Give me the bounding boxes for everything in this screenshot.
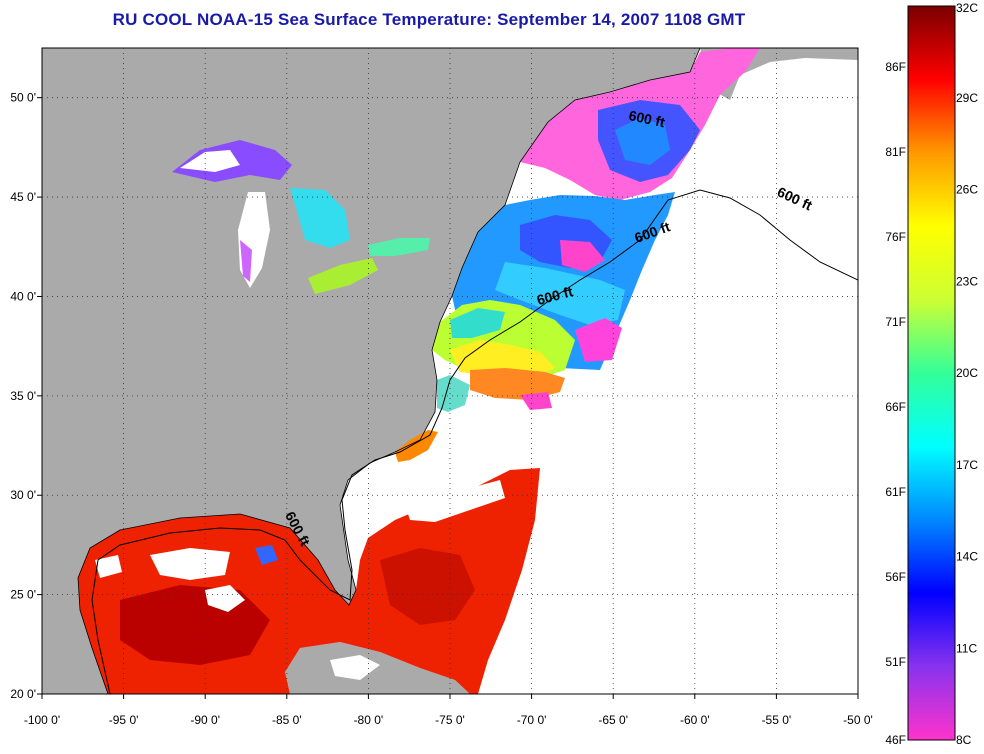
colorbar-celsius-label: 20C xyxy=(956,366,978,380)
lake-erie xyxy=(308,258,378,294)
colorbar-celsius-labels: 32C 29C 26C 23C 20C 17C 14C 11C 8C xyxy=(956,1,978,747)
lat-tick-label: 25 0' xyxy=(10,588,36,602)
lon-tick-label: -95 0' xyxy=(109,713,139,727)
lat-tick-label: 50 0' xyxy=(10,91,36,105)
colorbar-fahrenheit-label: 56F xyxy=(885,570,906,584)
gulf-cloud-2 xyxy=(205,585,245,612)
carolina-teal xyxy=(437,375,470,412)
colorbar-celsius-label: 11C xyxy=(956,641,977,655)
gulf-cloud-1 xyxy=(150,548,230,580)
lake-huron xyxy=(290,188,350,248)
colorbar-fahrenheit-label: 76F xyxy=(885,230,906,244)
lake-superior-warm xyxy=(180,150,240,172)
florida-blue-patch xyxy=(255,545,278,565)
map-title: RU COOL NOAA-15 Sea Surface Temperature:… xyxy=(112,10,746,29)
gulf-st-lawrence-cool xyxy=(615,118,670,165)
lon-tick-label: -100 0' xyxy=(24,713,60,727)
colorbar-celsius-label: 14C xyxy=(956,550,978,564)
gulf-cloud-3 xyxy=(95,555,122,578)
cuba-land xyxy=(285,642,470,694)
depth-contour-600ft xyxy=(91,189,858,694)
mid-atlantic-teal xyxy=(450,308,505,338)
offshore-magenta xyxy=(520,392,552,410)
colorbar-fahrenheit-label: 51F xyxy=(885,655,906,669)
gulf-dark-red-2 xyxy=(380,548,475,625)
lat-tick-label: 40 0' xyxy=(10,289,36,303)
gulf-cloud-4 xyxy=(405,480,505,522)
coastline xyxy=(77,48,701,694)
lon-tick-label: -50 0' xyxy=(843,713,873,727)
colorbar-celsius-label: 26C xyxy=(956,183,978,197)
colorbar-gradient xyxy=(907,5,956,741)
shelf-magenta xyxy=(575,318,622,362)
lon-tick-label: -75 0' xyxy=(435,713,465,727)
contour-label: 600 ft xyxy=(627,107,666,130)
lake-ontario xyxy=(368,238,430,256)
colorbar-celsius-label: 17C xyxy=(956,458,978,472)
southeast-shelf xyxy=(395,430,438,462)
lat-tick-label: 45 0' xyxy=(10,190,36,204)
lon-tick-label: -55 0' xyxy=(762,713,792,727)
lat-tick-label: 35 0' xyxy=(10,389,36,403)
land-mass xyxy=(42,48,700,694)
gulf-stream-edge xyxy=(470,368,565,400)
colorbar-fahrenheit-label: 86F xyxy=(885,60,906,74)
colorbar-fahrenheit-label: 66F xyxy=(885,400,906,414)
lon-tick-label: -70 0' xyxy=(517,713,547,727)
lon-tick-label: -65 0' xyxy=(598,713,628,727)
latitude-axis: 20 0' 25 0' 30 0' 35 0' 40 0' 45 0' 50 0' xyxy=(10,91,42,701)
colorbar-celsius-label: 23C xyxy=(956,274,978,288)
lon-tick-label: -60 0' xyxy=(680,713,710,727)
gulf-of-maine-magenta xyxy=(560,240,605,272)
colorbar-celsius-label: 8C xyxy=(956,733,972,747)
colorbar-fahrenheit-label: 46F xyxy=(885,733,906,747)
longitude-axis: -100 0' -95 0' -90 0' -85 0' -80 0' -75 0' -70… xyxy=(24,694,873,727)
colorbar-celsius-label: 32C xyxy=(956,1,978,15)
lon-tick-label: -90 0' xyxy=(190,713,220,727)
colorbar-fahrenheit-label: 81F xyxy=(885,145,906,159)
colorbar-celsius-label: 29C xyxy=(956,91,978,105)
caribbean-cloud xyxy=(330,655,380,680)
colorbar-fahrenheit-labels: 86F 81F 76F 71F 66F 61F 56F 51F 46F xyxy=(885,60,906,747)
grid-lines xyxy=(42,48,858,694)
lat-tick-label: 30 0' xyxy=(10,488,36,502)
colorbar-fahrenheit-label: 71F xyxy=(885,315,906,329)
colorbar-fahrenheit-label: 61F xyxy=(885,485,906,499)
lon-tick-label: -80 0' xyxy=(354,713,384,727)
lon-tick-label: -85 0' xyxy=(272,713,302,727)
lake-michigan-color xyxy=(240,240,252,282)
lat-tick-label: 20 0' xyxy=(10,687,36,701)
